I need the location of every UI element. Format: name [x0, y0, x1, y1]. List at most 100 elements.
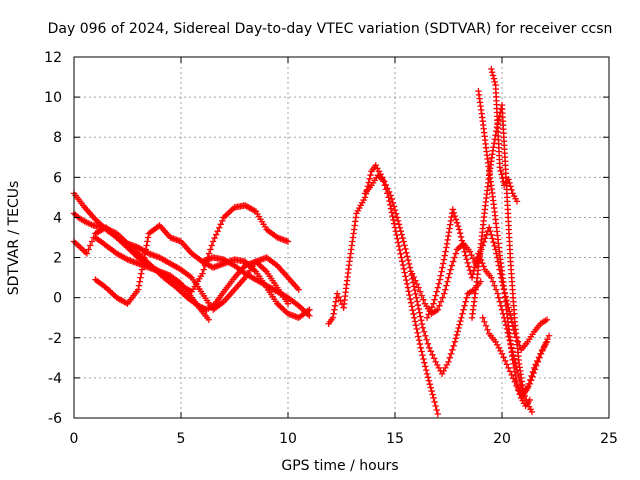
data-point [457, 233, 465, 241]
data-point [414, 329, 421, 336]
data-point [330, 310, 337, 317]
y-tick-label: 4 [53, 210, 62, 226]
x-tick-label: 0 [70, 431, 79, 447]
data-point [508, 371, 515, 379]
data-point [417, 313, 424, 320]
data-point [439, 260, 447, 267]
y-tick-label: 12 [44, 50, 62, 66]
data-point [426, 380, 434, 388]
data-point [143, 242, 150, 249]
data-point [414, 298, 421, 305]
data-point [421, 359, 428, 366]
data-point [216, 224, 223, 231]
data-point [416, 340, 424, 348]
y-tick-label: 0 [53, 291, 62, 307]
data-point [388, 209, 395, 216]
data-point [83, 250, 91, 257]
data-point [428, 303, 436, 311]
data-point [485, 224, 493, 231]
data-point [446, 270, 453, 277]
data-point [394, 235, 401, 242]
data-point [469, 255, 477, 262]
data-point [427, 348, 435, 355]
data-point [423, 314, 431, 321]
data-point [510, 375, 517, 382]
data-point [507, 183, 514, 190]
data-point [449, 346, 456, 354]
data-point [545, 332, 553, 339]
data-point [396, 224, 404, 231]
data-point [426, 344, 433, 352]
series-sat-n [488, 65, 521, 205]
data-point [450, 342, 457, 349]
data-point [484, 326, 491, 333]
data-point [433, 406, 440, 414]
data-point [451, 212, 459, 220]
data-point [431, 398, 438, 406]
data-point [403, 249, 410, 256]
data-point [435, 280, 443, 287]
data-point [498, 350, 506, 358]
data-point [510, 360, 517, 368]
data-point [437, 298, 445, 305]
data-point [403, 280, 411, 288]
data-point [454, 328, 461, 335]
data-point [529, 368, 537, 376]
data-point [446, 354, 453, 362]
data-point [447, 350, 455, 358]
data-point [208, 242, 215, 249]
data-point [495, 116, 502, 123]
data-point [405, 288, 412, 295]
data-point [491, 282, 498, 289]
series-sat-f [199, 254, 313, 319]
data-point [432, 402, 439, 410]
data-point [410, 310, 417, 318]
data-point [432, 292, 439, 299]
data-point [418, 317, 425, 324]
data-point [491, 136, 499, 143]
data-point [513, 198, 521, 205]
data-point [407, 295, 414, 303]
data-point [420, 296, 427, 303]
data-point [367, 171, 374, 179]
data-point [453, 331, 460, 339]
data-point [416, 309, 423, 316]
x-tick-label: 25 [600, 431, 618, 447]
data-point [459, 241, 467, 248]
data-point [452, 216, 460, 223]
data-point [447, 266, 454, 273]
data-point [499, 174, 506, 182]
data-point [496, 164, 504, 171]
data-point [427, 307, 434, 314]
data-point [306, 312, 313, 319]
data-point [405, 260, 413, 268]
x-tick-label: 20 [493, 431, 511, 447]
data-point [407, 299, 415, 306]
data-point [488, 69, 496, 76]
data-point [295, 286, 302, 293]
data-point [412, 277, 419, 284]
data-point [511, 378, 519, 386]
data-point [392, 210, 400, 217]
data-point [306, 306, 313, 313]
data-point [502, 357, 509, 365]
data-point [399, 258, 406, 265]
data-point [398, 231, 405, 238]
data-point [402, 273, 409, 280]
data-point [425, 311, 432, 318]
data-point [449, 206, 456, 213]
data-point [413, 325, 420, 333]
data-point [451, 254, 458, 261]
data-point [524, 384, 531, 392]
data-point [395, 243, 403, 250]
data-point [440, 256, 448, 263]
data-point [505, 364, 512, 372]
data-point [461, 302, 468, 309]
data-point [395, 221, 403, 228]
data-point [422, 363, 429, 370]
series-sat-m [479, 314, 551, 402]
data-point [456, 230, 464, 237]
data-point [284, 300, 292, 307]
data-point [430, 300, 437, 307]
data-point [397, 227, 405, 235]
